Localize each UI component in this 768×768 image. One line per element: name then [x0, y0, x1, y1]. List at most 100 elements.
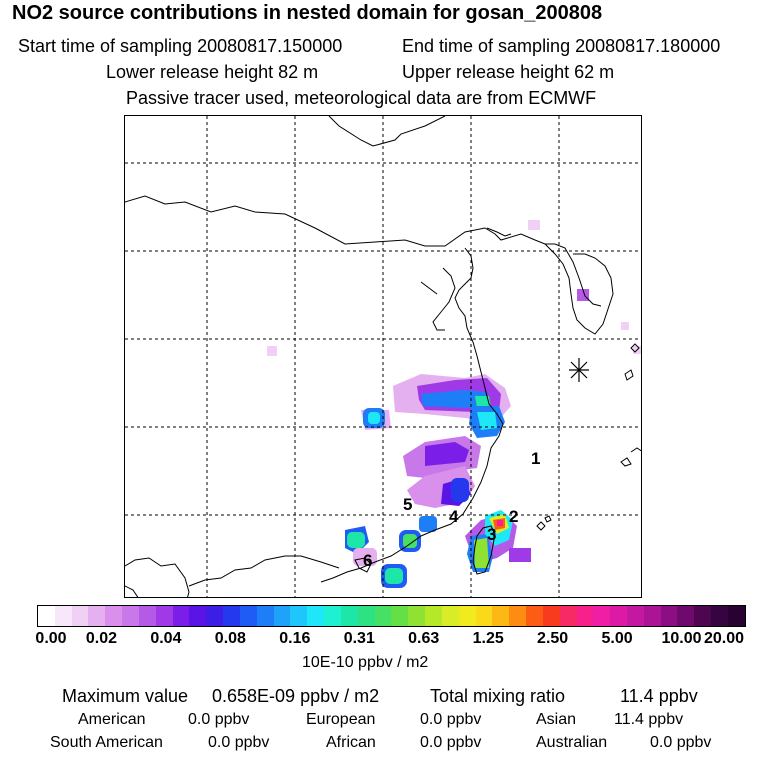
color-scale-segment [324, 606, 341, 626]
color-scale-segment [71, 606, 89, 626]
color-scale-segment [105, 606, 123, 626]
color-scale-tick: 0.00 [35, 630, 67, 647]
color-scale-tick: 0.16 [279, 630, 311, 647]
color-scale-segment [559, 606, 577, 626]
color-scale-segment [172, 606, 190, 626]
color-scale-tick: 10.00 [661, 630, 702, 647]
color-scale-segment [138, 606, 156, 626]
source-south-american-label: South American [50, 734, 163, 751]
source-asian-label: Asian [536, 711, 577, 728]
color-scale-tick: 0.02 [85, 630, 118, 647]
plume-cell [347, 532, 365, 548]
source-african-label: African [326, 734, 376, 751]
region-marker-1: 1 [531, 449, 540, 468]
color-scale-segment [340, 606, 358, 626]
plume-band [477, 412, 497, 430]
color-scale-segment [660, 606, 678, 626]
color-scale-segment [155, 606, 173, 626]
plume-cell [451, 478, 469, 502]
color-scale-tick: 5.00 [601, 630, 633, 647]
map-canvas: 1 2 3 4 5 6 [125, 116, 641, 597]
color-scale-unit: 10E-10 ppbv / m2 [302, 654, 429, 671]
total-mixing-value: 11.4 ppbv [620, 686, 698, 706]
color-scale-segment [441, 606, 459, 626]
max-value-label: Maximum value [62, 686, 189, 706]
color-scale-tick: 0.08 [214, 630, 246, 647]
color-scale-segment [526, 606, 543, 626]
color-scale-segment [374, 606, 392, 626]
source-american-value: 0.0 ppbv [188, 711, 250, 728]
source-american-label: American [78, 711, 146, 728]
color-scale-segment [458, 606, 476, 626]
source-australian-label: Australian [536, 734, 608, 751]
color-scale-tick: 1.25 [472, 630, 504, 647]
color-scale-segment [206, 606, 224, 626]
color-scale-segment [391, 606, 409, 626]
source-australian-value: 0.0 ppbv [650, 734, 712, 751]
color-scale-segment [542, 606, 560, 626]
map-frame: 1 2 3 4 5 6 [124, 115, 642, 598]
color-scale-segment [256, 606, 274, 626]
color-scale-segment [727, 606, 745, 626]
plume-band [474, 538, 489, 568]
plume-cell [385, 568, 403, 584]
region-marker-3: 3 [487, 525, 496, 544]
color-scale-segment [475, 606, 493, 626]
source-european-label: European [306, 711, 376, 728]
color-scale-segment [509, 606, 527, 626]
color-scale-segment [643, 606, 661, 626]
color-scale-segment [290, 606, 308, 626]
color-scale-segment [189, 606, 207, 626]
plot-title: NO2 source contributions in nested domai… [12, 2, 603, 24]
source-south-american-value: 0.0 ppbv [208, 734, 270, 751]
color-scale-segment [122, 606, 139, 626]
color-scale-segment [88, 606, 106, 626]
region-marker-6: 6 [363, 551, 372, 570]
region-marker-5: 5 [403, 495, 412, 514]
plume-cell [267, 346, 277, 356]
color-scale-segment [711, 606, 728, 626]
color-scale-segment [626, 606, 644, 626]
color-scale-tick: 20.00 [703, 630, 745, 647]
source-african-value: 0.0 ppbv [420, 734, 482, 751]
total-mixing-label: Total mixing ratio [430, 686, 566, 706]
color-scale-segment [54, 606, 72, 626]
start-time-label: Start time of sampling 20080817.150000 [18, 36, 343, 56]
color-scale-segment [239, 606, 257, 626]
color-scale-segment [38, 606, 55, 626]
graticule [125, 116, 641, 597]
region-markers: 1 2 3 4 5 6 [363, 449, 540, 570]
color-scale-segment [357, 606, 375, 626]
plume-cell [577, 289, 589, 301]
color-scale-segment [307, 606, 325, 626]
color-scale-segment [408, 606, 426, 626]
max-value: 0.658E-09 ppbv / m2 [212, 686, 380, 706]
plume-band [425, 442, 469, 466]
concentration-plumes [267, 220, 641, 588]
plume-cell [403, 534, 417, 548]
plume-cell [621, 322, 629, 330]
lower-release-label: Lower release height 82 m [106, 62, 319, 82]
color-scale-segment [610, 606, 627, 626]
color-scale-segment [593, 606, 611, 626]
plume-cell [497, 520, 503, 526]
color-scale-segment [425, 606, 442, 626]
color-scale-segment [576, 606, 594, 626]
color-scale-tick: 0.63 [408, 630, 440, 647]
plume-band [421, 390, 489, 408]
plume-band [475, 396, 491, 408]
asterisk-icon [569, 358, 589, 382]
color-scale-segment [677, 606, 695, 626]
source-asian-value: 11.4 ppbv [614, 711, 684, 728]
plume-cell [419, 516, 437, 532]
region-marker-4: 4 [449, 507, 459, 526]
plume-cell [353, 548, 377, 566]
color-scale-segment [694, 606, 712, 626]
upper-release-label: Upper release height 62 m [402, 62, 615, 82]
plume-cell [368, 412, 380, 424]
coastlines [125, 116, 641, 597]
plume-cell [528, 220, 540, 230]
color-scale-bar [37, 605, 746, 627]
color-scale-segment [492, 606, 510, 626]
end-time-label: End time of sampling 20080817.180000 [402, 36, 721, 56]
